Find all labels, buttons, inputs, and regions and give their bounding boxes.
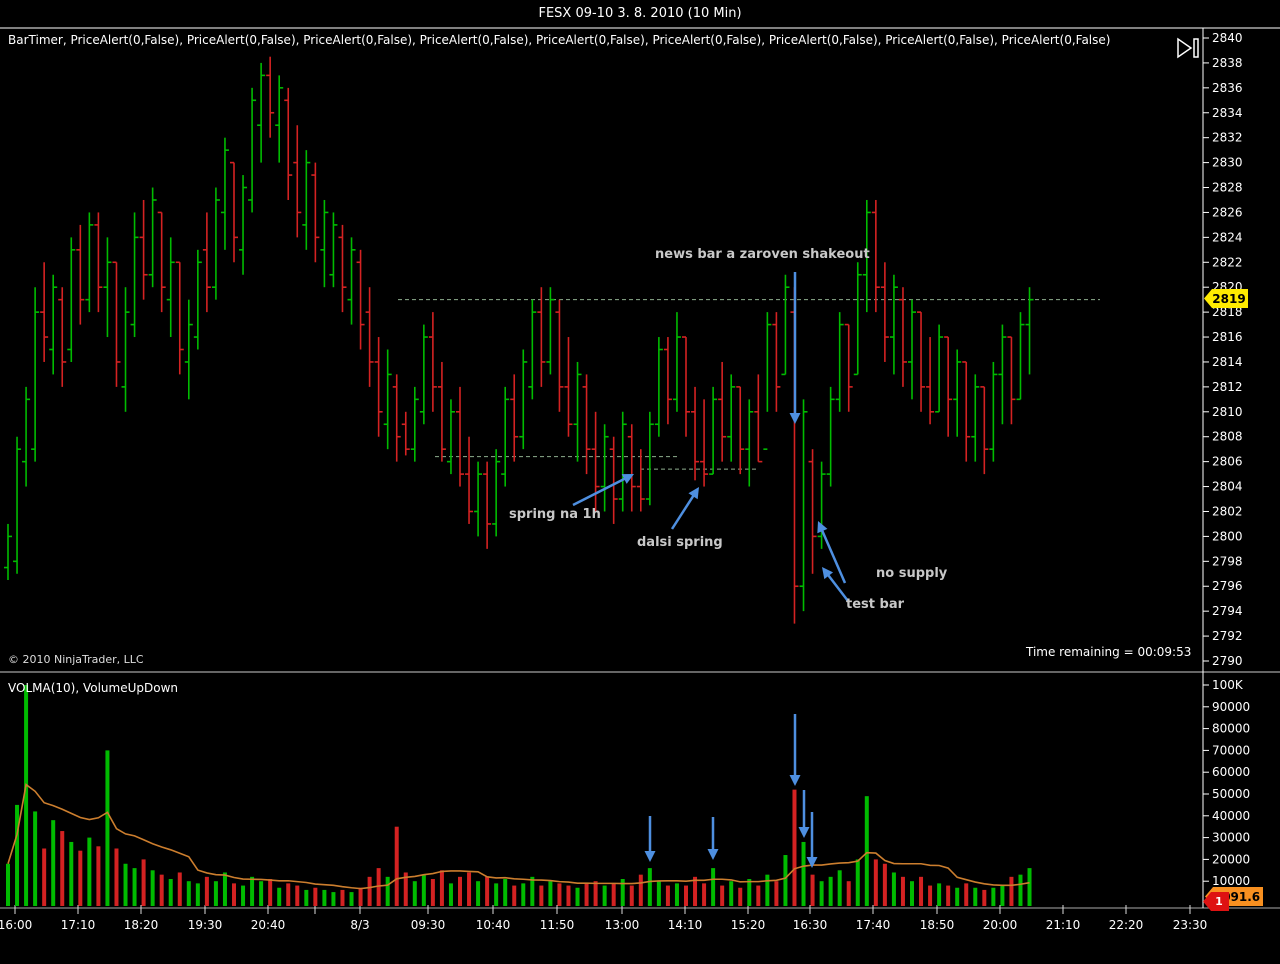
volume-tick-label: 60000 xyxy=(1212,765,1250,779)
volume-tick-label: 70000 xyxy=(1212,743,1250,757)
window-title: FESX 09-10 3. 8. 2010 (10 Min) xyxy=(538,6,742,21)
price-bars xyxy=(4,56,1034,624)
price-tick-label: 2806 xyxy=(1212,455,1243,469)
time-tick-label: 13:00 xyxy=(605,918,640,932)
price-tick-label: 2810 xyxy=(1212,405,1243,419)
volume-tick-label: 40000 xyxy=(1212,809,1250,823)
volume-axis-labels: 100K 90000 80000 70000 60000 50000 40000 30000 2… xyxy=(1203,678,1250,888)
price-tick-label: 2804 xyxy=(1212,480,1243,494)
time-tick-label: 8/3 xyxy=(350,918,369,932)
time-tick-label: 22:20 xyxy=(1109,918,1144,932)
time-tick-label: 18:20 xyxy=(124,918,159,932)
volma-line xyxy=(7,783,1030,890)
time-tick-label: 10:40 xyxy=(476,918,511,932)
time-axis-labels: 16:00 17:10 18:20 19:30 20:40 8/3 09:30 10:40 11… xyxy=(0,905,1207,932)
price-tick-label: 2832 xyxy=(1212,131,1243,145)
time-tick-label: 21:10 xyxy=(1046,918,1081,932)
time-tick-label: 17:40 xyxy=(856,918,891,932)
price-tick-label: 2812 xyxy=(1212,380,1243,394)
time-tick-label: 20:00 xyxy=(983,918,1018,932)
price-tick-label: 2796 xyxy=(1212,579,1243,593)
price-tick-label: 2818 xyxy=(1212,305,1243,319)
price-tick-label: 2834 xyxy=(1212,106,1243,120)
price-panel-indicator-label: BarTimer, PriceAlert(0,False), PriceAler… xyxy=(8,33,1111,47)
annotation-dalsi-spring: dalsi spring xyxy=(637,535,723,550)
annotation-no-supply: no supply xyxy=(876,566,948,581)
price-tick-label: 2828 xyxy=(1212,181,1243,195)
price-tick-label: 2830 xyxy=(1212,156,1243,170)
time-tick-label: 18:50 xyxy=(920,918,955,932)
price-tick-label: 2800 xyxy=(1212,529,1243,543)
volume-tick-label: 20000 xyxy=(1212,852,1250,866)
time-tick-label: 17:10 xyxy=(61,918,96,932)
volume-tick-label: 100K xyxy=(1212,678,1244,692)
time-tick-label: 20:40 xyxy=(251,918,286,932)
price-tick-label: 2790 xyxy=(1212,654,1243,668)
price-tick-label: 2840 xyxy=(1212,31,1243,45)
price-tick-label: 2794 xyxy=(1212,604,1243,618)
annotation-spring-na-1h: spring na 1h xyxy=(509,507,601,522)
time-tick-label: 11:50 xyxy=(540,918,575,932)
time-tick-label: 19:30 xyxy=(188,918,223,932)
price-tick-label: 2824 xyxy=(1212,230,1243,244)
volume-bars xyxy=(6,685,1032,906)
copyright-text: © 2010 NinjaTrader, LLC xyxy=(8,653,144,666)
time-tick-label: 15:20 xyxy=(731,918,766,932)
volume-tick-label: 30000 xyxy=(1212,831,1250,845)
time-tick-label: 14:10 xyxy=(668,918,703,932)
last-price-tag: 2819 xyxy=(1204,289,1248,308)
price-tick-label: 2808 xyxy=(1212,430,1243,444)
price-tick-label: 2822 xyxy=(1212,255,1243,269)
price-tick-label: 2826 xyxy=(1212,205,1243,219)
annotation-arrows xyxy=(572,272,849,868)
time-remaining-text: Time remaining = 00:09:53 xyxy=(1026,645,1192,659)
annotation-news-bar: news bar a zaroven shakeout xyxy=(655,247,870,262)
price-tick-label: 2838 xyxy=(1212,56,1243,70)
price-axis-labels: 2840 2838 2836 2834 2832 2830 2828 2826 2824 2822… xyxy=(1203,31,1243,668)
price-tick-label: 2798 xyxy=(1212,554,1243,568)
volume-tick-label: 10000 xyxy=(1212,874,1250,888)
price-tick-label: 2836 xyxy=(1212,81,1243,95)
time-tick-label: 16:30 xyxy=(793,918,828,932)
time-tick-label: 09:30 xyxy=(411,918,446,932)
playback-marker-icon[interactable] xyxy=(1176,36,1202,60)
price-tick-label: 2814 xyxy=(1212,355,1243,369)
price-tick-label: 2802 xyxy=(1212,504,1243,518)
volume-panel-indicator-label: VOLMA(10), VolumeUpDown xyxy=(8,681,178,695)
volume-tick-label: 90000 xyxy=(1212,700,1250,714)
annotation-test-bar: test bar xyxy=(846,597,904,612)
price-tick-label: 2792 xyxy=(1212,629,1243,643)
alert-marker-tag: 1 xyxy=(1203,892,1229,911)
time-tick-label: 23:30 xyxy=(1173,918,1208,932)
time-tick-label: 16:00 xyxy=(0,918,32,932)
level-lines xyxy=(398,299,1100,470)
volume-tick-label: 50000 xyxy=(1212,787,1250,801)
volume-tick-label: 80000 xyxy=(1212,722,1250,736)
price-tick-label: 2816 xyxy=(1212,330,1243,344)
